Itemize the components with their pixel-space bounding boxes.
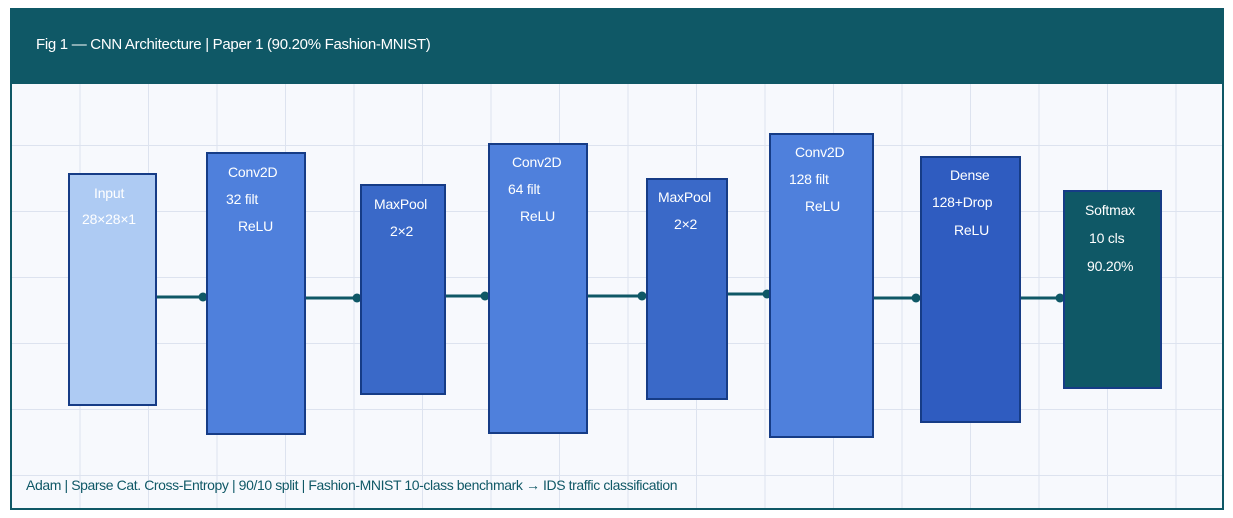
figure-frame: Fig 1 — CNN Architecture | Paper 1 (90.2… xyxy=(10,8,1224,510)
connector-node-softmax xyxy=(1055,293,1065,303)
layer-conv3-name: Conv2D xyxy=(795,144,845,160)
title-bar: Fig 1 — CNN Architecture | Paper 1 (90.2… xyxy=(12,10,1222,84)
layer-dense: Dense 128+Drop ReLU xyxy=(920,156,1021,423)
layer-input: Input 28×28×1 xyxy=(68,173,157,406)
layer-input-shape: 28×28×1 xyxy=(82,211,136,227)
layer-dense-activation: ReLU xyxy=(954,222,989,238)
layer-softmax-classes: 10 cls xyxy=(1089,230,1125,246)
connector-node-conv1 xyxy=(198,292,208,302)
layer-conv1-activation: ReLU xyxy=(238,218,273,234)
layer-conv2-filters: 64 filt xyxy=(508,181,541,197)
figure-title: Fig 1 — CNN Architecture | Paper 1 (90.2… xyxy=(36,36,431,53)
layer-conv3-activation: ReLU xyxy=(805,198,840,214)
layer-conv2-activation: ReLU xyxy=(520,208,555,224)
layer-input-name: Input xyxy=(94,185,125,201)
connector-node-pool1 xyxy=(352,293,362,303)
layer-pool1-size: 2×2 xyxy=(390,223,414,239)
connector-node-conv2 xyxy=(480,291,490,301)
layer-conv3-filters: 128 filt xyxy=(789,171,829,187)
layer-pool1-name: MaxPool xyxy=(374,196,428,212)
diagram-canvas: Input 28×28×1 Conv2D 32 filt ReLU MaxPoo… xyxy=(12,84,1222,508)
connector-layer xyxy=(156,289,1065,303)
layer-conv3: Conv2D 128 filt ReLU xyxy=(769,133,874,438)
layer-dense-name: Dense xyxy=(950,167,990,183)
layer-conv2-name: Conv2D xyxy=(512,154,562,170)
layer-conv2: Conv2D 64 filt ReLU xyxy=(488,143,588,434)
layer-pool2-name: MaxPool xyxy=(658,189,712,205)
figure-caption: Adam | Sparse Cat. Cross-Entropy | 90/10… xyxy=(26,477,678,493)
layer-dense-units: 128+Drop xyxy=(932,194,993,210)
layer-softmax-accuracy: 90.20% xyxy=(1087,258,1134,274)
layer-conv1: Conv2D 32 filt ReLU xyxy=(206,152,306,435)
connector-node-pool2 xyxy=(637,291,647,301)
layer-pool2-size: 2×2 xyxy=(674,216,698,232)
layer-softmax: Softmax 10 cls 90.20% xyxy=(1063,190,1162,389)
layer-softmax-name: Softmax xyxy=(1085,202,1135,218)
layer-conv1-name: Conv2D xyxy=(228,164,278,180)
layer-pool2: MaxPool 2×2 xyxy=(646,178,728,400)
layer-conv1-filters: 32 filt xyxy=(226,191,259,207)
connector-node-dense xyxy=(911,293,921,303)
layer-pool1: MaxPool 2×2 xyxy=(360,184,446,395)
